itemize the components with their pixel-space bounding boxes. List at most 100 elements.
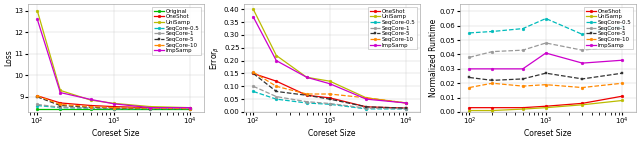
SeqCore-0.5 xyxy=(579,34,586,35)
Original xyxy=(110,108,118,110)
OneShot xyxy=(326,97,333,99)
OneShot xyxy=(542,105,550,107)
SeqCore-10 xyxy=(33,95,41,97)
SeqCore-0.5 xyxy=(403,108,410,110)
Line: UniSamp: UniSamp xyxy=(468,99,624,112)
SeqCore-1 xyxy=(56,106,64,108)
UniSamp xyxy=(303,77,310,78)
ImpSamp xyxy=(110,103,118,105)
SeqCore-5 xyxy=(87,106,95,108)
Original xyxy=(33,108,41,110)
Line: SeqCore-10: SeqCore-10 xyxy=(36,94,192,110)
SeqCore-10 xyxy=(326,93,333,95)
SeqCore-1 xyxy=(519,49,527,51)
Line: SeqCore-0.5: SeqCore-0.5 xyxy=(252,90,408,110)
SeqCore-0.5 xyxy=(326,103,333,105)
SeqCore-5 xyxy=(579,78,586,80)
SeqCore-10 xyxy=(519,85,527,87)
ImpSamp xyxy=(56,92,64,93)
SeqCore-10 xyxy=(403,102,410,104)
SeqCore-0.5 xyxy=(303,102,310,104)
OneShot xyxy=(56,102,64,104)
Line: ImpSamp: ImpSamp xyxy=(36,18,192,109)
OneShot xyxy=(465,107,473,108)
SeqCore-1 xyxy=(303,101,310,103)
SeqCore-10 xyxy=(618,82,626,84)
SeqCore-5 xyxy=(147,108,154,109)
SeqCore-5 xyxy=(465,77,473,78)
SeqCore-5 xyxy=(186,108,194,109)
Line: Original: Original xyxy=(36,107,192,110)
Line: SeqCore-5: SeqCore-5 xyxy=(468,72,624,82)
SeqCore-5 xyxy=(110,107,118,109)
OneShot xyxy=(488,107,496,108)
SeqCore-5 xyxy=(618,72,626,74)
Y-axis label: Loss: Loss xyxy=(4,50,13,66)
UniSamp xyxy=(56,90,64,91)
Original xyxy=(147,108,154,110)
Original xyxy=(186,108,194,110)
UniSamp xyxy=(147,106,154,107)
SeqCore-0.5 xyxy=(488,31,496,32)
UniSamp xyxy=(186,107,194,108)
ImpSamp xyxy=(33,18,41,20)
SeqCore-1 xyxy=(579,49,586,51)
ImpSamp xyxy=(542,52,550,54)
SeqCore-1 xyxy=(618,45,626,47)
Line: SeqCore-0.5: SeqCore-0.5 xyxy=(36,104,192,110)
SeqCore-1 xyxy=(326,103,333,104)
Line: SeqCore-1: SeqCore-1 xyxy=(252,85,408,110)
SeqCore-0.5 xyxy=(362,108,370,110)
SeqCore-0.5 xyxy=(273,98,280,100)
OneShot xyxy=(403,107,410,109)
OneShot xyxy=(186,107,194,108)
SeqCore-5 xyxy=(250,73,257,74)
X-axis label: Coreset Size: Coreset Size xyxy=(308,129,356,138)
Line: OneShot: OneShot xyxy=(252,72,408,109)
SeqCore-5 xyxy=(33,96,41,98)
Line: UniSamp: UniSamp xyxy=(36,9,192,109)
OneShot xyxy=(618,95,626,97)
SeqCore-1 xyxy=(403,108,410,109)
Line: SeqCore-10: SeqCore-10 xyxy=(468,82,624,89)
OneShot xyxy=(87,105,95,106)
SeqCore-0.5 xyxy=(147,108,154,109)
Y-axis label: Error$_\beta$: Error$_\beta$ xyxy=(209,46,223,70)
SeqCore-0.5 xyxy=(250,91,257,92)
Legend: Original, OneShot, UniSamp, SeqCore-0.5, SeqCore-1, SeqCore-5, SeqCore-10, ImpSa: Original, OneShot, UniSamp, SeqCore-0.5,… xyxy=(152,7,201,55)
SeqCore-10 xyxy=(303,93,310,95)
UniSamp xyxy=(110,103,118,104)
SeqCore-10 xyxy=(87,106,95,107)
Legend: OneShot, UniSamp, SeqCore-0.5, SeqCore-1, SeqCore-5, SeqCore-10, ImpSamp: OneShot, UniSamp, SeqCore-0.5, SeqCore-1… xyxy=(584,7,633,49)
SeqCore-1 xyxy=(186,108,194,109)
ImpSamp xyxy=(147,107,154,108)
SeqCore-1 xyxy=(465,57,473,58)
SeqCore-1 xyxy=(110,108,118,109)
SeqCore-0.5 xyxy=(542,18,550,19)
ImpSamp xyxy=(87,99,95,100)
SeqCore-1 xyxy=(362,107,370,109)
SeqCore-10 xyxy=(56,104,64,105)
ImpSamp xyxy=(362,98,370,100)
UniSamp xyxy=(87,99,95,101)
Line: SeqCore-5: SeqCore-5 xyxy=(252,72,408,109)
SeqCore-5 xyxy=(542,72,550,74)
SeqCore-1 xyxy=(33,104,41,105)
OneShot xyxy=(519,107,527,108)
UniSamp xyxy=(618,100,626,101)
SeqCore-1 xyxy=(488,51,496,52)
UniSamp xyxy=(579,104,586,106)
ImpSamp xyxy=(326,83,333,85)
OneShot xyxy=(250,73,257,74)
Line: ImpSamp: ImpSamp xyxy=(468,52,624,70)
SeqCore-1 xyxy=(542,42,550,44)
ImpSamp xyxy=(618,59,626,61)
OneShot xyxy=(33,95,41,97)
Y-axis label: Normalized Runtime: Normalized Runtime xyxy=(429,19,438,97)
SeqCore-0.5 xyxy=(519,28,527,29)
SeqCore-0.5 xyxy=(618,25,626,27)
SeqCore-0.5 xyxy=(186,108,194,109)
SeqCore-10 xyxy=(579,87,586,88)
SeqCore-5 xyxy=(326,98,333,100)
ImpSamp xyxy=(488,68,496,70)
